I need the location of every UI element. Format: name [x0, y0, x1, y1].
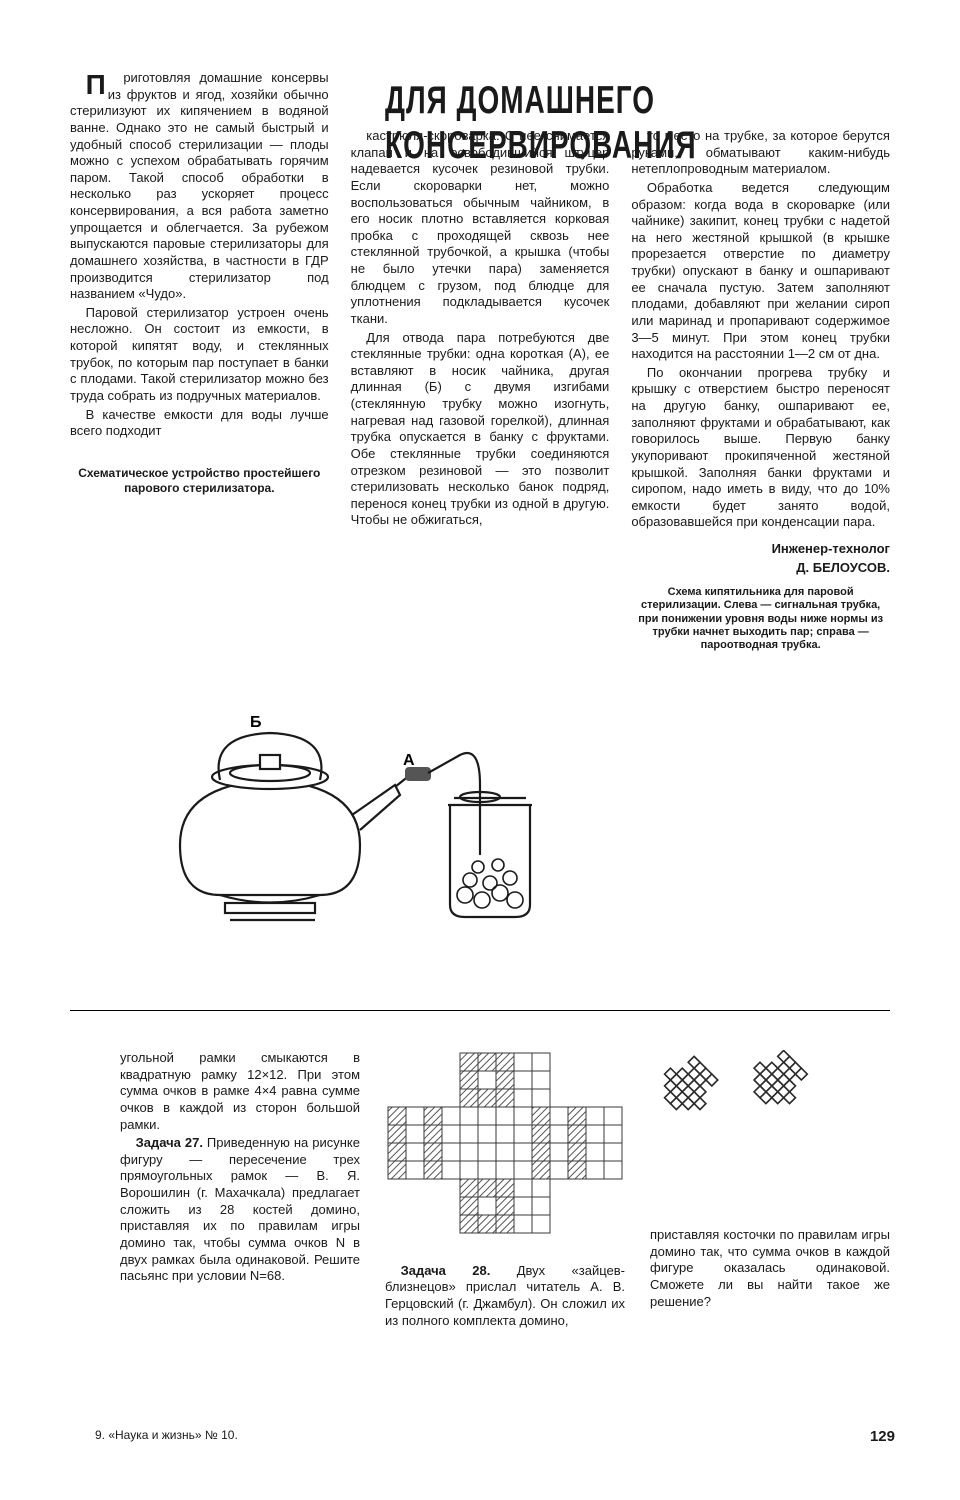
sterilizer-diagram: А Б — [120, 695, 590, 935]
author-name: Д. БЕЛОУСОВ. — [631, 560, 890, 577]
lower-p3: Задача 28. Двух «зайцев-близнецов» присл… — [385, 1263, 625, 1330]
task28-label: Задача 28. — [401, 1263, 491, 1278]
footer: 9. «Наука и жизнь» № 10. 129 — [95, 1428, 895, 1445]
lower-p4: приставляя косточки по правилам игры дом… — [650, 1227, 890, 1310]
caption-2: Схема кипятильника для паровой стерилиза… — [631, 586, 890, 652]
bunnies-figure — [650, 1050, 850, 1205]
para-1: Приготовляя домашние консервы из фруктов… — [70, 70, 329, 303]
para-5: Для отвода пара потребуются две стеклянн… — [351, 330, 610, 530]
label-B: Б — [250, 714, 262, 731]
task27-text: Приведенную на рисунке фигуру — пересече… — [120, 1135, 360, 1283]
grid-figure — [385, 1050, 625, 1240]
lower-p1: угольной рамки смыкаются в квадратную ра… — [120, 1050, 360, 1133]
para-2: Паровой стерилизатор устроен очень несло… — [70, 305, 329, 405]
divider — [70, 1010, 890, 1011]
para-7: Обработка ведется следующим образом: ког… — [631, 180, 890, 363]
headline: ДЛЯ ДОМАШНЕГО КОНСЕРВИРОВАНИЯ — [385, 78, 960, 168]
author-title: Инженер-технолог — [631, 541, 890, 558]
footer-left: 9. «Наука и жизнь» № 10. — [95, 1428, 238, 1445]
para-3: В качестве емкости для воды лучше всего … — [70, 407, 329, 440]
lower-col-2: Задача 28. Двух «зайцев-близнецов» присл… — [385, 1050, 625, 1331]
caption-1: Схематическое устройство простейшего пар… — [70, 466, 329, 497]
lower-p2: Задача 27. Приведенную на рисунке фигуру… — [120, 1135, 360, 1285]
lower-col-1: угольной рамки смыкаются в квадратную ра… — [120, 1050, 360, 1331]
task27-label: Задача 27. — [136, 1135, 203, 1150]
label-A: А — [403, 752, 415, 769]
para-8: По окончании прогрева трубку и крышку с … — [631, 365, 890, 531]
lower-col-3: приставляя косточки по правилам игры дом… — [650, 1050, 890, 1331]
lower-section: угольной рамки смыкаются в квадратную ра… — [120, 1050, 890, 1331]
page-number: 129 — [870, 1428, 895, 1445]
